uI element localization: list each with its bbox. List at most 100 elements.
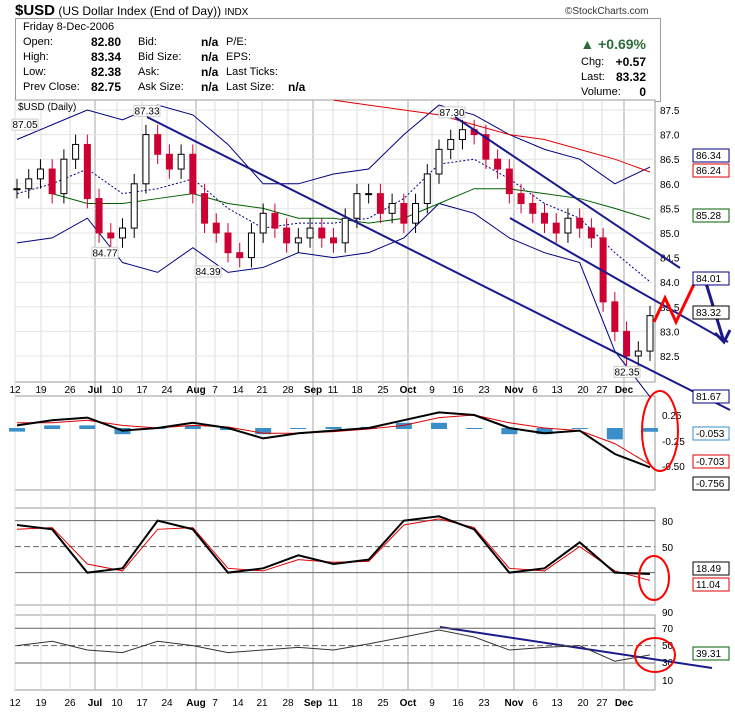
candle — [552, 222, 560, 234]
last-value-tag: 86.34 — [696, 151, 721, 162]
x-tick-label: 14 — [232, 698, 244, 709]
field-label: Ask: — [138, 66, 160, 78]
x-tick-label: Sep — [304, 698, 322, 709]
forecast-zigzag-annotation — [652, 279, 698, 326]
candle — [154, 134, 162, 155]
macd-line — [16, 411, 651, 469]
bollinger-lower — [16, 202, 651, 398]
panel-frame-3 — [14, 614, 656, 691]
candle — [224, 232, 232, 254]
price-annotation: 84.77 — [92, 248, 117, 259]
x-tick-label: 6 — [532, 385, 538, 396]
x-tick-label: Jul — [88, 698, 103, 709]
trendline — [509, 217, 729, 343]
last-value-tag-box — [692, 208, 730, 223]
x-tick-label: Nov — [505, 698, 524, 709]
bollinger-upper — [16, 104, 651, 185]
macd-histogram-bar — [501, 428, 518, 435]
candle — [365, 193, 373, 196]
ma-200 — [333, 99, 651, 173]
x-tick-label: Sep — [304, 385, 322, 396]
stoch-tag: 18.49 — [696, 564, 721, 575]
x-tick-label: 12 — [9, 698, 21, 709]
field-value: 83.34 — [91, 50, 122, 64]
macd-histogram-bar — [290, 428, 307, 429]
price-tick-label: 83.0 — [660, 327, 680, 338]
rsi-tick-label: 30 — [662, 658, 674, 669]
price-annotation-box — [613, 365, 641, 378]
x-tick-label: 10 — [111, 698, 123, 709]
price-tick-label: 84.5 — [660, 254, 680, 265]
highlight-circle-annotation — [638, 555, 670, 601]
candle — [83, 143, 91, 200]
field-value: n/a — [201, 35, 219, 49]
macd-histogram-bar — [642, 428, 658, 432]
x-tick-label: 21 — [256, 385, 268, 396]
field-label: P/E: — [226, 36, 247, 48]
x-tick-label: 17 — [136, 385, 148, 396]
price-annotation: 82.35 — [614, 367, 639, 378]
candle — [13, 188, 21, 191]
candle — [142, 134, 150, 185]
candle — [388, 202, 396, 214]
panel-frame-2 — [14, 507, 656, 606]
candle — [341, 217, 349, 244]
last-value-tag-box — [692, 305, 730, 320]
change-percent: ▲ +0.69% — [580, 36, 646, 52]
last-value-tag: 84.01 — [696, 274, 721, 285]
macd-histogram-bar — [325, 426, 342, 429]
last-value-tag-box — [692, 389, 730, 404]
x-tick-label: 11 — [328, 385, 339, 396]
candle — [271, 212, 279, 229]
price-annotation-box — [438, 106, 466, 119]
field-value: 82.38 — [91, 65, 122, 79]
candle — [294, 237, 302, 244]
x-tick-label: 23 — [478, 698, 490, 709]
price-annotation-box — [91, 246, 119, 259]
change-percent-value: +0.69% — [598, 36, 646, 52]
chg-label: Chg: — [581, 56, 605, 68]
field-value: 82.75 — [91, 80, 122, 94]
candle — [423, 173, 431, 204]
stoch-k-line — [16, 515, 651, 575]
macd-histogram-bar — [606, 428, 623, 440]
brand-logo[interactable]: ©StockCharts.com — [565, 6, 649, 17]
candle — [353, 193, 361, 219]
candle — [48, 168, 56, 195]
candle — [107, 232, 115, 239]
last-value-tag: 83.32 — [696, 308, 721, 319]
macd-histogram-bar — [79, 425, 96, 429]
candle — [212, 222, 220, 234]
candle — [25, 178, 33, 190]
rsi-tag: 39.31 — [696, 649, 721, 660]
x-tick-label: 25 — [377, 698, 389, 709]
x-tick-label: Jul — [88, 385, 103, 396]
up-triangle-icon: ▲ — [580, 36, 595, 52]
rsi-line — [16, 629, 651, 662]
candle — [529, 202, 537, 214]
bollinger-mid — [16, 158, 651, 283]
x-tick-label: 7 — [212, 698, 218, 709]
last-value-tag: 85.28 — [696, 211, 721, 222]
macd-histogram-bar — [184, 425, 201, 429]
candle — [541, 212, 548, 224]
x-tick-label: 24 — [161, 385, 173, 396]
candle — [505, 168, 513, 195]
candle — [412, 202, 420, 224]
candle — [130, 183, 138, 229]
field-label: Bid: — [138, 36, 157, 48]
macd-tick-label: 0.25 — [662, 411, 682, 422]
panel-label: $USD (Daily) — [18, 102, 76, 113]
rsi-tick-label: 50 — [662, 641, 674, 652]
x-tick-label: 26 — [64, 698, 76, 709]
x-tick-label: Oct — [400, 385, 417, 396]
stoch-d-line — [16, 518, 651, 581]
macd-histogram-bar — [44, 425, 61, 429]
volume-value: 0 — [639, 85, 646, 99]
candle — [177, 153, 185, 170]
candle — [236, 252, 244, 259]
price-annotation: 84.39 — [195, 267, 220, 278]
x-tick-label: 28 — [282, 698, 294, 709]
